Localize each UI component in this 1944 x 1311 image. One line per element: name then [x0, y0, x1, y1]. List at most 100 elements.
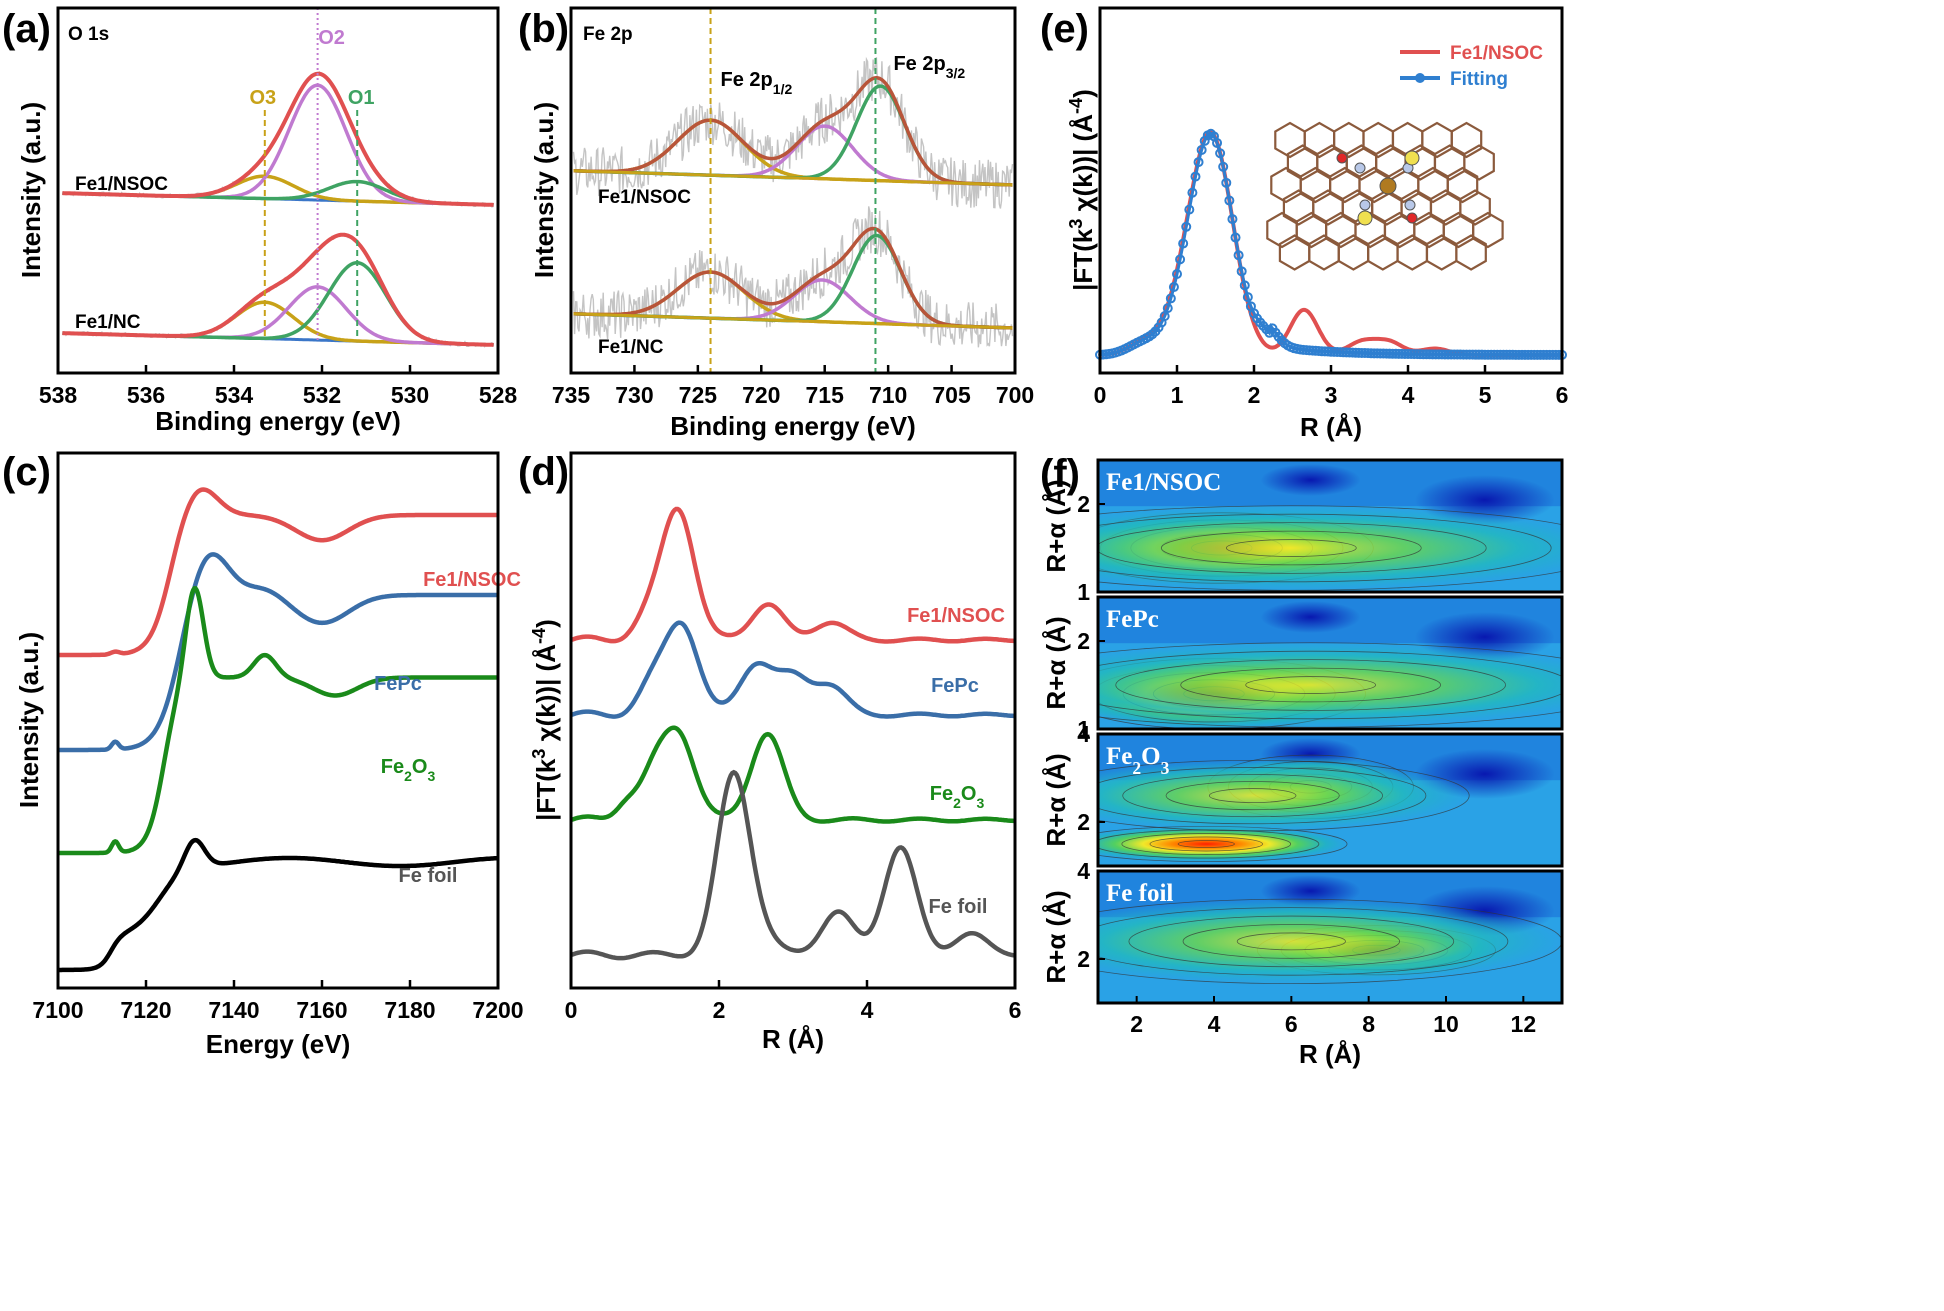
fitting-marker	[1547, 349, 1558, 360]
xanes-0-line	[58, 487, 498, 658]
wt-sample-name-part: O	[1141, 743, 1160, 770]
peak-label: O2	[318, 27, 345, 49]
lattice-atom	[1406, 212, 1418, 224]
peak-label-part: Fe 2p	[721, 69, 773, 91]
peak-label-part: Fe 2p	[893, 53, 945, 75]
plot-frame	[569, 6, 1017, 375]
y-axis-label-part: 3	[1066, 219, 1086, 229]
fitting-marker	[1399, 348, 1410, 359]
peak-label: O1	[348, 87, 375, 109]
envelope-line	[573, 226, 1013, 330]
x-tick-label: 1	[1171, 382, 1184, 408]
x-tick-label: 532	[303, 382, 341, 408]
wt-contour	[1165, 781, 1340, 811]
y-axis-label: R+α (Å)	[1041, 616, 1071, 709]
series-label-part: Fe1/NSOC	[907, 605, 1005, 627]
x-tick-label: 705	[932, 382, 971, 408]
lattice-ring	[1446, 166, 1479, 204]
y-axis-label-part: -4	[1066, 97, 1086, 114]
x-tick-label: 710	[869, 382, 907, 408]
series-label-part: 2	[404, 768, 412, 784]
wt-contour	[1098, 505, 1562, 591]
x-tick-label: 534	[215, 382, 254, 408]
fitting-marker	[1424, 349, 1435, 360]
ft-1-line	[570, 620, 1016, 719]
raw-data-line	[572, 206, 1014, 348]
fitting-marker	[1550, 349, 1561, 360]
y-axis-label: R+α (Å)	[1041, 753, 1071, 846]
wt-sample-name: Fe2O3	[1106, 743, 1170, 778]
x-tick-label: 4	[861, 997, 874, 1023]
corner-label: O 1s	[68, 24, 109, 45]
fitting-marker	[1535, 349, 1546, 360]
x-tick-label: 6	[1285, 1011, 1298, 1037]
ft-2-line	[570, 725, 1016, 824]
x-tick-label: 12	[1511, 1011, 1537, 1037]
fitting-marker	[1492, 349, 1503, 360]
fitting-marker	[1159, 311, 1170, 322]
fitting-marker	[1532, 349, 1543, 360]
fitting-marker	[1187, 187, 1198, 198]
wt-sample-name-part: 2	[1132, 758, 1141, 778]
x-tick-label: 7200	[472, 997, 523, 1023]
fitting-marker	[1541, 349, 1552, 360]
x-tick-label: 7180	[384, 997, 435, 1023]
wt-contour	[1236, 932, 1346, 951]
ft-0-line	[570, 506, 1016, 644]
wt-sample-name-part: Fe	[1106, 743, 1132, 770]
envelope-line	[62, 232, 494, 347]
y-axis-label-part: )	[1068, 89, 1098, 98]
wt-dark-spot	[1260, 464, 1361, 496]
x-tick-label: 3	[1325, 382, 1338, 408]
wt-frame	[1096, 732, 1564, 868]
ft-3-line	[570, 769, 1016, 961]
x-tick-label: 730	[615, 382, 653, 408]
y-tick-label: 1	[1077, 579, 1090, 605]
wt-image	[1098, 460, 1562, 592]
peak-label-part: 3/2	[946, 65, 966, 81]
wt-contour	[1245, 676, 1377, 694]
y-axis-label: Intensity (a.u.)	[16, 102, 46, 278]
x-tick-label: 7140	[208, 997, 259, 1023]
fitting-marker	[1529, 349, 1540, 360]
series-label: Fe foil	[929, 896, 988, 918]
panel-label: (a)	[2, 7, 51, 51]
fitting-marker	[1443, 349, 1454, 360]
wt-contour	[1161, 530, 1422, 566]
wt-subplot: 1 2 Fe1/NSOC R+α (Å)	[1041, 458, 1564, 605]
fitting-marker	[1473, 349, 1484, 360]
envelope-line	[62, 71, 494, 207]
x-tick-label: 5	[1479, 382, 1492, 408]
y-axis-label: Intensity (a.u.)	[529, 102, 559, 278]
wt-contour	[1208, 788, 1297, 804]
fitting-marker	[1421, 349, 1432, 360]
sample-label: Fe1/NSOC	[75, 174, 168, 195]
y-axis-label: R+α (Å)	[1041, 479, 1071, 572]
envelope-line	[573, 76, 1013, 187]
fitting-marker	[1504, 349, 1515, 360]
wt-contour	[1225, 539, 1357, 557]
fitting-marker	[1470, 349, 1481, 360]
y-tick-label: 2	[1077, 946, 1090, 972]
fitting-marker	[1230, 232, 1241, 243]
x-tick-label: 10	[1433, 1011, 1459, 1037]
plot-frame	[56, 6, 500, 375]
wt-sample-name-part: Fe1/NSOC	[1106, 469, 1221, 496]
wt-dark-spot	[1260, 601, 1361, 633]
fitting-marker	[1520, 349, 1531, 360]
wt-image	[1098, 871, 1562, 1003]
y-axis-label-part: χ(k))| (Å	[1068, 114, 1098, 219]
x-tick-label: 715	[806, 382, 845, 408]
baseline-line	[573, 169, 1013, 187]
fitting-marker	[1507, 349, 1518, 360]
fitting-marker	[1175, 254, 1186, 265]
plot-frame	[569, 451, 1017, 990]
fitting-marker	[1178, 238, 1189, 249]
fitting-marker	[1427, 349, 1438, 360]
fitting-marker	[1439, 349, 1450, 360]
x-tick-label: 0	[1094, 382, 1107, 408]
fitting-marker	[1433, 349, 1444, 360]
fitting-marker	[1393, 348, 1404, 359]
